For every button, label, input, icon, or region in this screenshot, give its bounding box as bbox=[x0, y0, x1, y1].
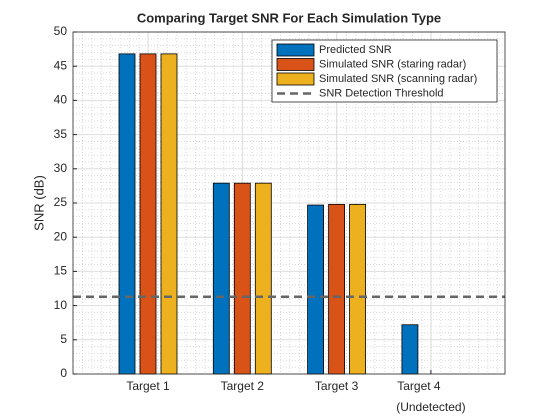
x-tick-label: (Undetected) bbox=[396, 400, 465, 414]
axes-box bbox=[72, 31, 506, 375]
chart-title: Comparing Target SNR For Each Simulation… bbox=[137, 10, 441, 25]
x-tick-label: Target 1 bbox=[126, 379, 170, 393]
legend-label: Simulated SNR (scanning radar) bbox=[319, 73, 477, 85]
y-tick-label: 50 bbox=[54, 24, 68, 38]
legend-label: Predicted SNR bbox=[319, 44, 392, 56]
bar bbox=[328, 203, 346, 375]
y-tick-label: 5 bbox=[60, 332, 67, 346]
bar bbox=[139, 53, 157, 375]
legend-swatch bbox=[276, 72, 315, 86]
y-tick-label: 15 bbox=[54, 264, 68, 278]
y-tick-label: 40 bbox=[54, 93, 68, 107]
y-tick-label: 45 bbox=[54, 58, 68, 72]
legend-label: SNR Detection Threshold bbox=[319, 87, 444, 99]
y-tick-label: 0 bbox=[60, 366, 67, 380]
bar bbox=[349, 203, 367, 375]
bar bbox=[212, 182, 230, 375]
bar bbox=[118, 53, 136, 375]
legend-swatch bbox=[276, 43, 315, 57]
x-tick-label: Target 3 bbox=[315, 379, 359, 393]
bar bbox=[401, 324, 419, 375]
y-axis-label: SNR (dB) bbox=[31, 175, 46, 231]
y-tick-label: 10 bbox=[54, 298, 68, 312]
bar bbox=[307, 204, 325, 375]
x-tick-label: Target 4 bbox=[397, 379, 441, 393]
bar bbox=[233, 182, 251, 375]
y-tick-label: 30 bbox=[54, 161, 68, 175]
bar bbox=[254, 182, 272, 375]
legend-swatch bbox=[276, 58, 315, 71]
legend-label: Simulated SNR (staring radar) bbox=[319, 58, 466, 70]
bar bbox=[160, 53, 178, 375]
y-tick-label: 25 bbox=[54, 195, 68, 209]
x-tick-label: Target 2 bbox=[221, 379, 265, 393]
y-tick-label: 20 bbox=[54, 229, 68, 243]
y-tick-label: 35 bbox=[54, 127, 68, 141]
